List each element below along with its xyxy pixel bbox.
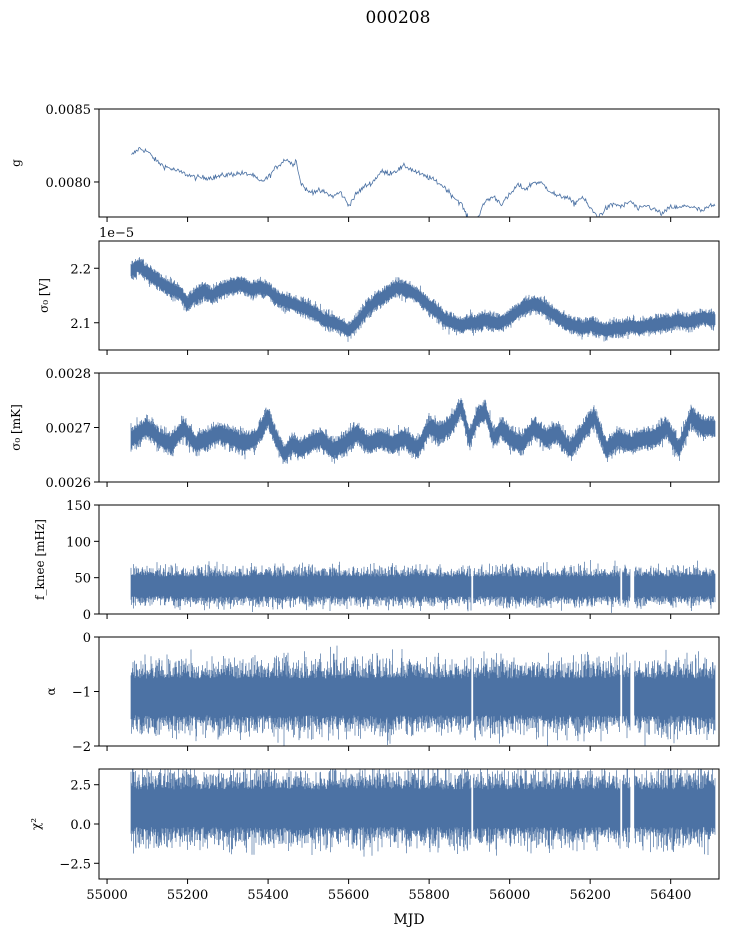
y-tick-label: 50 [74,572,91,587]
x-tick-label: 55600 [328,888,369,903]
x-tick-label: 55000 [86,888,127,903]
axes-frame [98,108,720,218]
panel-3: 0.0026 0.0027 0.0028 σ₀ [mK] [9,367,720,491]
y-axis-label: σ₀ [V] [37,278,51,313]
y-tick-label: 0.0026 [46,476,92,491]
y-tick-label: 0.0080 [46,176,92,191]
series-line [130,257,716,342]
y-offset-text: 1e−5 [99,226,134,241]
y-tick-label: 0.0 [70,818,91,833]
y-tick-label: 2.5 [70,779,91,794]
y-tick-label: 0.0028 [46,367,92,382]
x-tick-label: 56400 [650,888,691,903]
panel-6: −2.5 0.0 2.5 55000 55200 55400 55600 55800 56000… [29,768,720,903]
figure-title: 000208 [366,8,431,28]
panel-2: 2.1 2.2 1e−5 σ₀ [V] [37,226,720,355]
axes-frame [98,240,720,351]
axes-frame [98,504,720,615]
y-axis-label: g [9,159,23,167]
x-tick-label: 56000 [489,888,530,903]
y-tick-label: 100 [66,535,91,550]
y-tick-label: 0.0085 [46,103,92,118]
y-axis-label: χ² [29,818,43,830]
y-tick-label: 2.2 [70,262,91,277]
y-tick-label: −1 [72,686,91,701]
axes-frame [98,372,720,483]
panel-4: 0 50 100 150 f_knee [mHz] [33,499,720,623]
x-tick-label: 55400 [247,888,288,903]
panel-5: −2 −1 0 α [44,631,720,755]
y-axis-label: σ₀ [mK] [9,404,23,451]
panel-1: 0.0080 0.0085 g [9,103,720,222]
y-tick-label: −2 [72,740,91,755]
x-tick-label: 56200 [569,888,610,903]
y-tick-label: 2.1 [70,317,91,332]
x-tick-label: 55800 [408,888,449,903]
x-axis-label: MJD [393,912,424,928]
x-tick-label: 55200 [167,888,208,903]
series-line [130,560,716,613]
series-line [131,147,716,217]
series-line [130,398,716,464]
series-line [130,769,716,857]
y-tick-label: 0 [83,608,91,623]
y-tick-label: 0 [83,631,91,646]
y-axis-label: f_knee [mHz] [33,519,47,600]
y-tick-label: 150 [66,499,91,514]
series-line [130,645,716,746]
y-tick-label: 0.0027 [46,422,92,437]
y-axis-label: α [44,687,58,695]
y-tick-label: −2.5 [59,857,91,872]
